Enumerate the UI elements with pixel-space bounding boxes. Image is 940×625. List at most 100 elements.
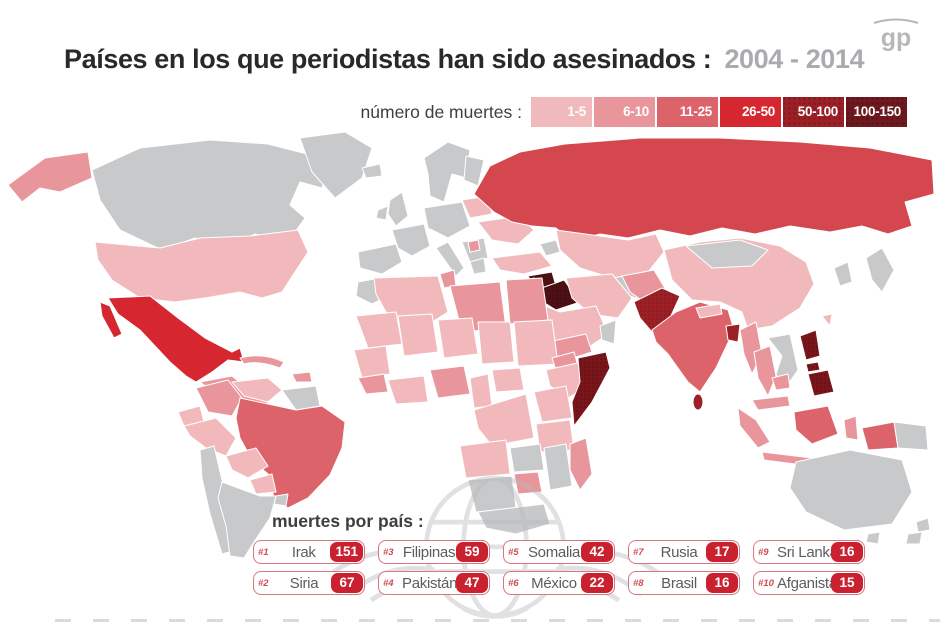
country-venezuela [231, 377, 283, 403]
country-central-african-rep [491, 367, 525, 393]
country-india [651, 301, 735, 393]
country-name: Irak [291, 543, 316, 561]
country-caucasus [539, 239, 561, 257]
country-iceland [361, 163, 383, 179]
rank-chip-afganistan: #10 Afganistán 15 [753, 571, 865, 595]
country-west-new-guinea [861, 421, 899, 451]
death-count-badge: 47 [456, 573, 488, 593]
country-alaska [7, 151, 93, 203]
country-bangladesh [725, 323, 741, 343]
rank-number: #1 [258, 546, 269, 558]
death-count-badge: 16 [706, 573, 738, 593]
rank-number: #3 [383, 546, 394, 558]
country-central-europe [423, 201, 471, 239]
country-cameroon [469, 373, 493, 409]
death-count-badge: 22 [581, 573, 613, 593]
country-angola [459, 439, 511, 479]
country-borneo [793, 405, 839, 445]
country-name: Afganistán [777, 574, 831, 592]
country-sri-lanka [692, 393, 704, 411]
country-zambia [509, 443, 545, 473]
title-years: 2004 - 2014 [724, 44, 865, 74]
country-drc [473, 393, 535, 447]
country-korea [833, 261, 853, 287]
country-italy [435, 241, 465, 277]
legend-bucket-26-50: 26-50 [720, 97, 781, 127]
country-greece [469, 257, 487, 275]
country-name: Filipinas [402, 543, 456, 561]
country-taiwan [821, 313, 833, 327]
country-south-africa [477, 503, 551, 535]
rank-chip-siria: #2 Siria 67 [253, 571, 365, 595]
country-mali [397, 313, 439, 357]
country-philippines-mindanao [807, 369, 835, 397]
country-philippines-luzon [799, 329, 821, 361]
country-greenland [299, 131, 373, 199]
country-mozambique [543, 443, 573, 491]
legend-bucket-50-100: 50-100 [783, 97, 844, 127]
rank-number: #10 [758, 577, 774, 589]
country-uk [387, 191, 409, 227]
country-scandinavia [423, 141, 471, 203]
country-colombia [195, 379, 243, 417]
gp-logo-arc [873, 18, 919, 24]
country-kazakhstan [555, 229, 665, 279]
title-main: Países en los que periodistas han sido a… [64, 44, 712, 74]
country-russia [473, 137, 935, 243]
country-thailand [753, 345, 777, 397]
country-kenya-uganda [533, 385, 573, 423]
country-egypt [505, 277, 549, 325]
country-mexico [107, 295, 245, 383]
rank-number: #9 [758, 546, 769, 558]
rank-number: #8 [633, 577, 644, 589]
country-japan [865, 247, 895, 293]
country-ireland [375, 205, 389, 221]
country-australia [789, 449, 913, 531]
country-paraguay [249, 473, 277, 495]
death-count-badge: 42 [581, 542, 613, 562]
country-name: Somalia [527, 543, 581, 561]
rank-chip-mexico: #6 México 22 [503, 571, 615, 595]
country-brazil [235, 397, 346, 509]
country-guyanas [281, 385, 321, 411]
rank-number: #6 [508, 577, 519, 589]
country-ivory-ghana [387, 375, 429, 405]
rank-number: #7 [633, 546, 644, 558]
country-name: Rusia [660, 543, 698, 561]
rank-number: #2 [258, 577, 269, 589]
country-nigeria [429, 365, 471, 399]
country-argentina [217, 481, 277, 559]
country-name: Brasil [661, 574, 697, 592]
country-sudan [513, 319, 559, 367]
country-chad [477, 321, 515, 365]
country-senegal [353, 345, 391, 379]
legend-bucket-100-150: 100-150 [846, 97, 907, 127]
death-count-badge: 16 [831, 542, 863, 562]
rank-chip-irak: #1 Irak 151 [253, 540, 365, 564]
country-iran [565, 273, 633, 319]
country-china [663, 237, 815, 331]
watermark-laurel [461, 605, 529, 619]
country-oman [599, 319, 617, 345]
rank-number: #4 [383, 577, 394, 589]
country-papua-new-guinea [893, 421, 929, 451]
legend-boxes: 1-5 6-10 11-25 26-50 50-100 100-150 [531, 97, 907, 127]
country-usa [94, 229, 309, 303]
rank-number: #5 [508, 546, 519, 558]
country-cambodia [771, 373, 791, 391]
rank-chip-rusia: #7 Rusia 17 [628, 540, 740, 564]
country-sulawesi [843, 415, 859, 441]
country-nepal [695, 303, 723, 319]
gp-logo-text: gp [881, 24, 912, 52]
page-title: Países en los que periodistas han sido a… [64, 44, 865, 75]
country-bolivia [225, 447, 269, 479]
death-count-badge: 15 [831, 573, 863, 593]
country-mongolia [685, 239, 769, 269]
country-malaysia [751, 395, 791, 411]
world-map [0, 130, 940, 560]
legend-bucket-11-25: 11-25 [657, 97, 718, 127]
legend: número de muertes : 1-5 6-10 11-25 26-50… [361, 97, 907, 127]
country-namibia-botswana [467, 475, 517, 513]
legend-bucket-1-5: 1-5 [531, 97, 592, 127]
legend-label: número de muertes : [360, 101, 522, 122]
